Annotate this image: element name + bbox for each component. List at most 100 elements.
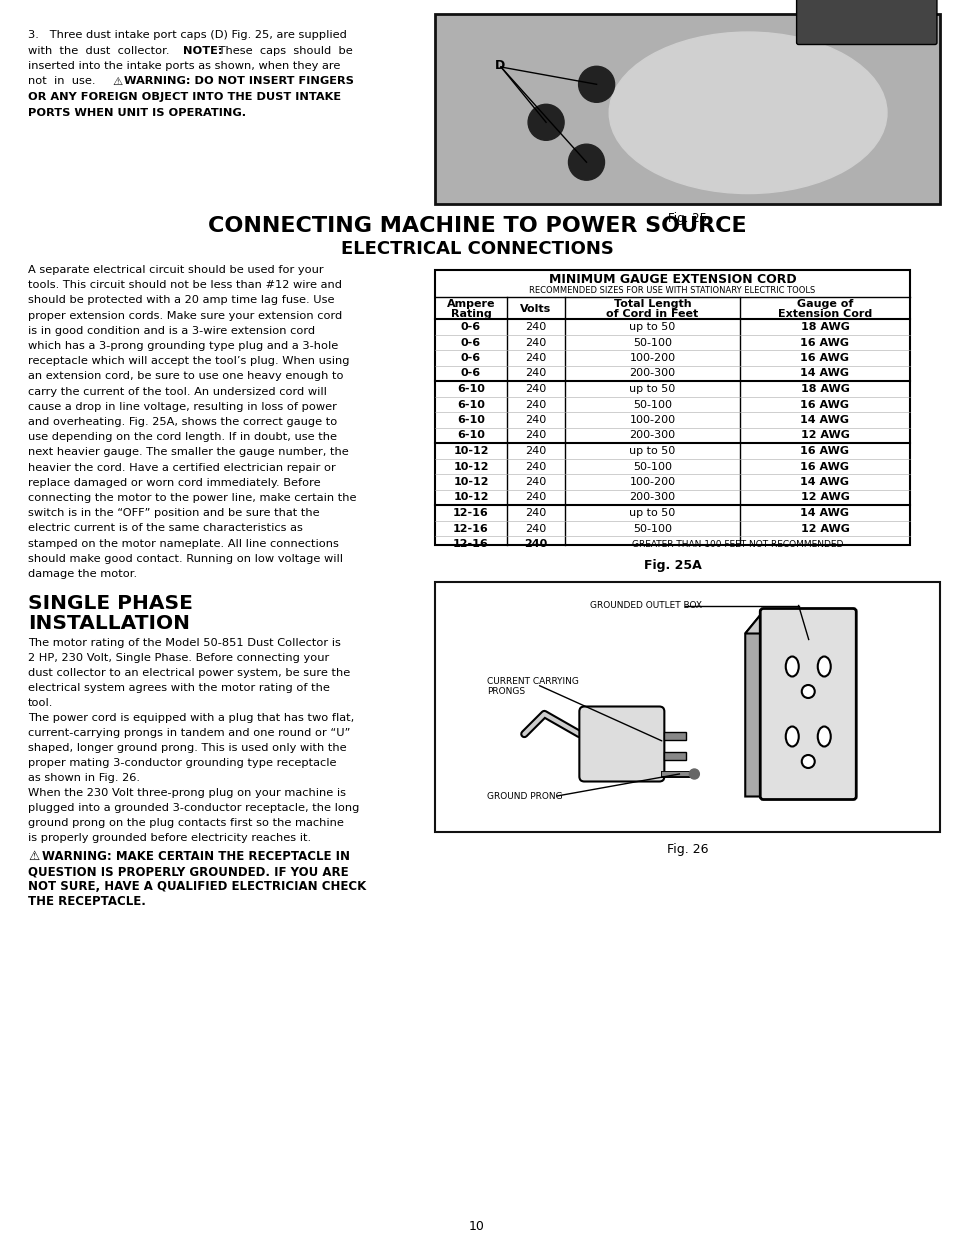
Text: 6-10: 6-10 (456, 384, 484, 394)
Text: WARNING: MAKE CERTAIN THE RECEPTACLE IN: WARNING: MAKE CERTAIN THE RECEPTACLE IN (42, 850, 350, 863)
Text: 12 AWG: 12 AWG (800, 524, 848, 534)
Circle shape (578, 67, 614, 103)
Text: is in good condition and is a 3-wire extension cord: is in good condition and is a 3-wire ext… (28, 326, 314, 336)
Circle shape (528, 104, 563, 141)
Text: 240: 240 (525, 477, 546, 487)
Text: 14 AWG: 14 AWG (800, 477, 848, 487)
Ellipse shape (817, 726, 830, 746)
Text: A separate electrical circuit should be used for your: A separate electrical circuit should be … (28, 266, 323, 275)
FancyBboxPatch shape (796, 0, 936, 44)
Bar (437, 584, 936, 829)
Text: ELECTRICAL CONNECTIONS: ELECTRICAL CONNECTIONS (340, 240, 613, 258)
Text: D: D (495, 59, 505, 72)
Text: 240: 240 (525, 415, 546, 425)
Text: 50-100: 50-100 (633, 524, 671, 534)
Text: 16 AWG: 16 AWG (800, 353, 848, 363)
Text: GROUNDED OUTLET BOX: GROUNDED OUTLET BOX (589, 601, 701, 610)
Text: 240: 240 (525, 337, 546, 347)
Text: NOT SURE, HAVE A QUALIFIED ELECTRICIAN CHECK: NOT SURE, HAVE A QUALIFIED ELECTRICIAN C… (28, 881, 366, 893)
Text: 12 AWG: 12 AWG (800, 493, 848, 503)
Text: When the 230 Volt three-prong plug on your machine is: When the 230 Volt three-prong plug on yo… (28, 788, 346, 798)
Text: Gauge of: Gauge of (796, 299, 852, 309)
Ellipse shape (801, 755, 814, 768)
Text: QUESTION IS PROPERLY GROUNDED. IF YOU ARE: QUESTION IS PROPERLY GROUNDED. IF YOU AR… (28, 866, 348, 878)
Polygon shape (744, 611, 852, 634)
Circle shape (689, 769, 699, 779)
Text: Ampere: Ampere (446, 299, 495, 309)
Text: 50-100: 50-100 (633, 462, 671, 472)
Text: OR ANY FOREIGN OBJECT INTO THE DUST INTAKE: OR ANY FOREIGN OBJECT INTO THE DUST INTA… (28, 91, 341, 103)
Text: receptacle which will accept the tool’s plug. When using: receptacle which will accept the tool’s … (28, 356, 349, 367)
Text: 240: 240 (525, 322, 546, 332)
Text: 6-10: 6-10 (456, 399, 484, 410)
Text: 240: 240 (525, 508, 546, 517)
Text: 2 HP, 230 Volt, Single Phase. Before connecting your: 2 HP, 230 Volt, Single Phase. Before con… (28, 653, 329, 663)
Text: carry the current of the tool. An undersized cord will: carry the current of the tool. An unders… (28, 387, 327, 396)
Text: 240: 240 (525, 368, 546, 378)
Text: Volts: Volts (519, 304, 551, 314)
Text: proper mating 3-conductor grounding type receptacle: proper mating 3-conductor grounding type… (28, 758, 336, 768)
Text: electrical system agrees with the motor rating of the: electrical system agrees with the motor … (28, 683, 330, 693)
Bar (435, 582, 939, 831)
Text: not  in  use.: not in use. (28, 77, 103, 86)
Text: 240: 240 (525, 524, 546, 534)
Text: heavier the cord. Have a certified electrician repair or: heavier the cord. Have a certified elect… (28, 463, 335, 473)
Text: up to 50: up to 50 (629, 446, 675, 456)
Text: Fig. 25A: Fig. 25A (643, 559, 700, 573)
Text: 100-200: 100-200 (629, 415, 675, 425)
Text: The power cord is equipped with a plug that has two flat,: The power cord is equipped with a plug t… (28, 713, 354, 724)
Text: 0-6: 0-6 (460, 368, 480, 378)
Text: 16 AWG: 16 AWG (800, 462, 848, 472)
Ellipse shape (785, 726, 798, 746)
Text: 240: 240 (525, 399, 546, 410)
Text: ⚠: ⚠ (112, 77, 122, 86)
Text: which has a 3-prong grounding type plug and a 3-hole: which has a 3-prong grounding type plug … (28, 341, 338, 351)
Text: 14 AWG: 14 AWG (800, 368, 848, 378)
Text: 12-16: 12-16 (453, 524, 488, 534)
Text: ⚠: ⚠ (28, 850, 39, 863)
Text: shaped, longer ground prong. This is used only with the: shaped, longer ground prong. This is use… (28, 743, 346, 753)
Text: CURRENT CARRYING: CURRENT CARRYING (486, 677, 578, 685)
Text: 10-12: 10-12 (453, 477, 488, 487)
Polygon shape (744, 611, 762, 797)
Text: THE RECEPTACLE.: THE RECEPTACLE. (28, 895, 146, 908)
Text: tool.: tool. (28, 698, 53, 708)
FancyBboxPatch shape (760, 609, 856, 799)
Text: dust collector to an electrical power system, be sure the: dust collector to an electrical power sy… (28, 668, 350, 678)
FancyBboxPatch shape (578, 706, 663, 782)
Text: 14 AWG: 14 AWG (800, 415, 848, 425)
Text: is properly grounded before electricity reaches it.: is properly grounded before electricity … (28, 834, 311, 844)
Text: 3.   Three dust intake port caps (D) Fig. 25, are supplied: 3. Three dust intake port caps (D) Fig. … (28, 30, 347, 40)
Text: next heavier gauge. The smaller the gauge number, the: next heavier gauge. The smaller the gaug… (28, 447, 349, 457)
Circle shape (568, 144, 604, 180)
Text: 50-100: 50-100 (633, 337, 671, 347)
Bar (663, 732, 685, 740)
Text: an extension cord, be sure to use one heavy enough to: an extension cord, be sure to use one he… (28, 372, 343, 382)
Text: 12 AWG: 12 AWG (800, 431, 848, 441)
Bar (663, 752, 685, 760)
Text: 100-200: 100-200 (629, 353, 675, 363)
Text: GREATER THAN 100 FEET NOT RECOMMENDED: GREATER THAN 100 FEET NOT RECOMMENDED (631, 540, 842, 550)
Text: INSTALLATION: INSTALLATION (28, 614, 190, 634)
Text: 10-12: 10-12 (453, 462, 488, 472)
Ellipse shape (785, 657, 798, 677)
Text: These  caps  should  be: These caps should be (214, 46, 353, 56)
Text: 240: 240 (525, 462, 546, 472)
Text: ground prong on the plug contacts first so the machine: ground prong on the plug contacts first … (28, 819, 343, 829)
Text: 240: 240 (525, 446, 546, 456)
Text: replace damaged or worn cord immediately. Before: replace damaged or worn cord immediately… (28, 478, 320, 488)
Ellipse shape (817, 657, 830, 677)
Ellipse shape (801, 685, 814, 698)
Text: 14 AWG: 14 AWG (800, 508, 848, 517)
Text: 6-10: 6-10 (456, 415, 484, 425)
Text: connecting the motor to the power line, make certain the: connecting the motor to the power line, … (28, 493, 356, 503)
Text: 16 AWG: 16 AWG (800, 337, 848, 347)
Text: 10-12: 10-12 (453, 446, 488, 456)
Text: 12-16: 12-16 (453, 538, 488, 550)
Text: The motor rating of the Model 50-851 Dust Collector is: The motor rating of the Model 50-851 Dus… (28, 638, 340, 648)
Text: 12-16: 12-16 (453, 508, 488, 517)
Text: damage the motor.: damage the motor. (28, 569, 137, 579)
Text: SINGLE PHASE: SINGLE PHASE (28, 594, 193, 614)
Text: with  the  dust  collector.: with the dust collector. (28, 46, 176, 56)
Text: 240: 240 (525, 431, 546, 441)
